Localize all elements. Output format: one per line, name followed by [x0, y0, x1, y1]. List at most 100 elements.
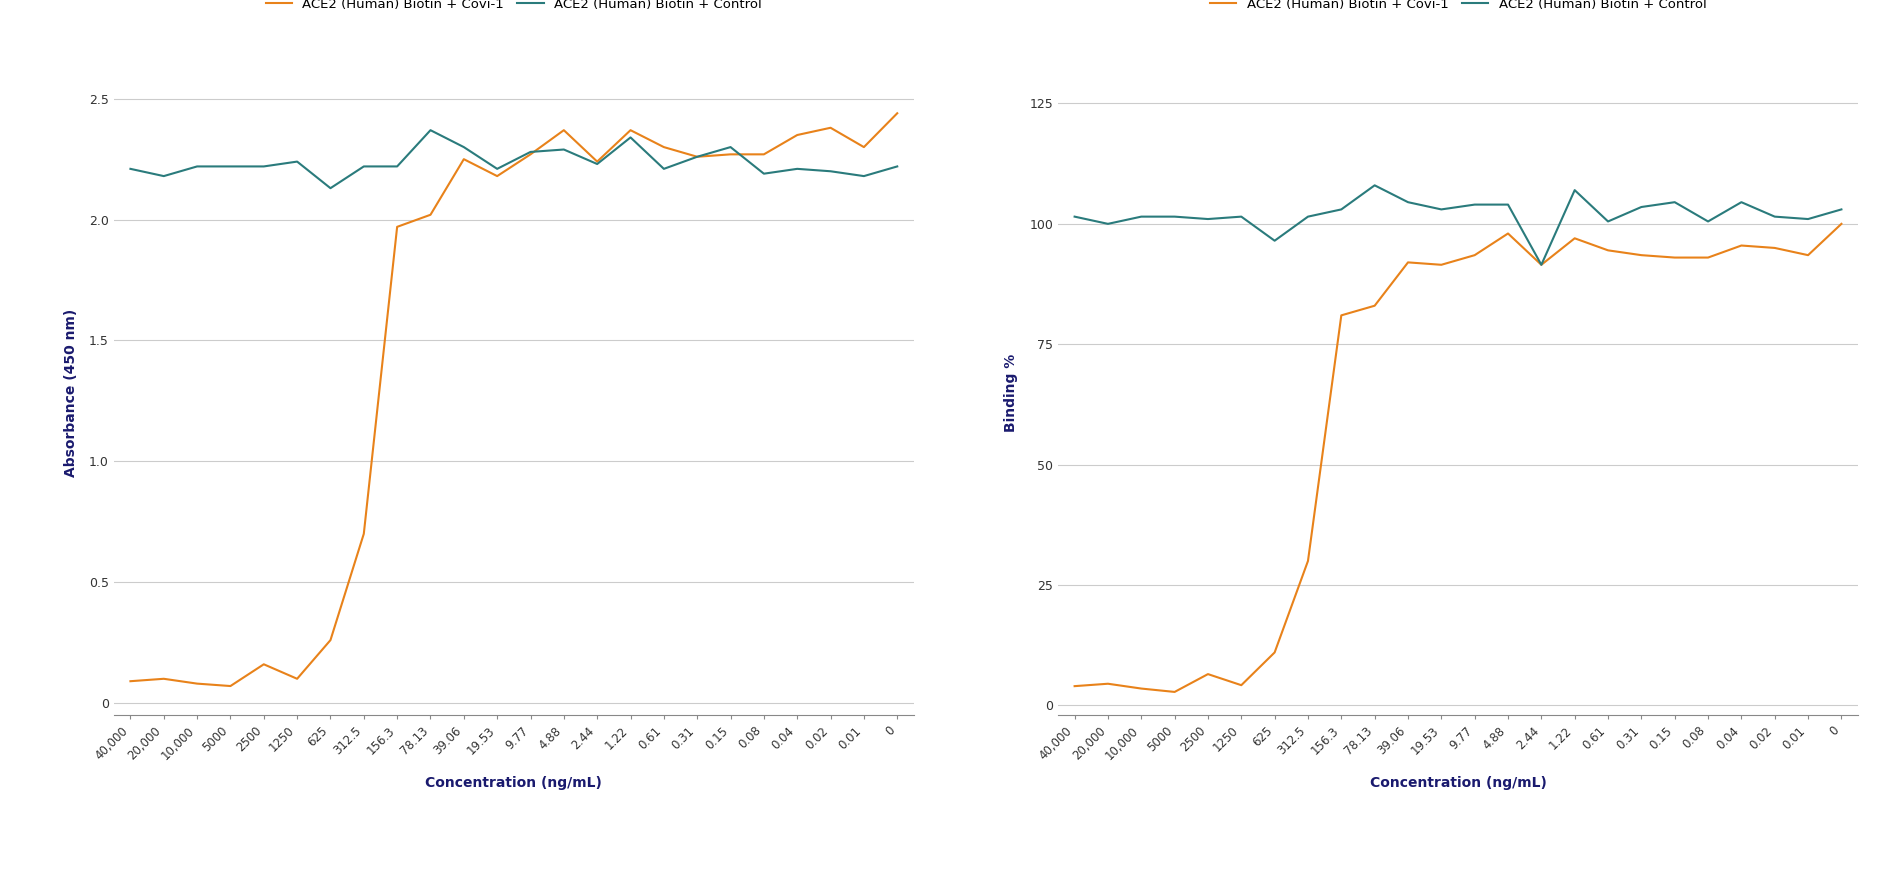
- Y-axis label: Binding %: Binding %: [1005, 353, 1018, 432]
- ACE2 (Human) Biotin + Control: [1329, 204, 1352, 215]
- ACE2 (Human) Biotin + Control: [186, 161, 209, 172]
- ACE2 (Human) Biotin + Control: [1663, 197, 1686, 208]
- ACE2 (Human) Biotin + Control: [152, 171, 174, 181]
- ACE2 (Human) Biotin + Control: [819, 166, 842, 176]
- ACE2 (Human) Biotin + Covi-1: [453, 154, 476, 165]
- ACE2 (Human) Biotin + Control: [785, 164, 808, 174]
- ACE2 (Human) Biotin + Covi-1: [1464, 250, 1486, 261]
- ACE2 (Human) Biotin + Control: [1397, 197, 1420, 208]
- ACE2 (Human) Biotin + Covi-1: [719, 149, 741, 160]
- Line: ACE2 (Human) Biotin + Covi-1: ACE2 (Human) Biotin + Covi-1: [131, 113, 897, 686]
- ACE2 (Human) Biotin + Covi-1: [1496, 228, 1519, 239]
- ACE2 (Human) Biotin + Control: [1130, 211, 1153, 221]
- X-axis label: Concentration (ng/mL): Concentration (ng/mL): [425, 776, 603, 790]
- ACE2 (Human) Biotin + Control: [286, 156, 309, 167]
- ACE2 (Human) Biotin + Covi-1: [353, 528, 375, 539]
- ACE2 (Human) Biotin + Covi-1: [319, 635, 341, 645]
- ACE2 (Human) Biotin + Covi-1: [1130, 684, 1153, 694]
- ACE2 (Human) Biotin + Control: [853, 171, 876, 181]
- ACE2 (Human) Biotin + Control: [753, 168, 775, 179]
- ACE2 (Human) Biotin + Control: [1096, 219, 1119, 229]
- ACE2 (Human) Biotin + Control: [1496, 200, 1519, 210]
- ACE2 (Human) Biotin + Control: [520, 146, 542, 157]
- ACE2 (Human) Biotin + Covi-1: [252, 659, 275, 670]
- ACE2 (Human) Biotin + Covi-1: [485, 171, 508, 181]
- ACE2 (Human) Biotin + Covi-1: [1763, 242, 1786, 253]
- ACE2 (Human) Biotin + Control: [1763, 211, 1786, 221]
- ACE2 (Human) Biotin + Control: [485, 164, 508, 174]
- ACE2 (Human) Biotin + Covi-1: [885, 108, 908, 119]
- ACE2 (Human) Biotin + Control: [1196, 214, 1219, 224]
- ACE2 (Human) Biotin + Control: [252, 161, 275, 172]
- ACE2 (Human) Biotin + Covi-1: [520, 149, 542, 160]
- ACE2 (Human) Biotin + Control: [1596, 216, 1619, 227]
- Y-axis label: Absorbance (450 nm): Absorbance (450 nm): [64, 309, 78, 476]
- ACE2 (Human) Biotin + Covi-1: [552, 125, 574, 135]
- ACE2 (Human) Biotin + Covi-1: [652, 142, 675, 153]
- Line: ACE2 (Human) Biotin + Control: ACE2 (Human) Biotin + Control: [131, 130, 897, 188]
- ACE2 (Human) Biotin + Control: [1430, 204, 1452, 215]
- ACE2 (Human) Biotin + Control: [552, 144, 574, 154]
- Legend: ACE2 (Human) Biotin + Covi-1, ACE2 (Human) Biotin + Control: ACE2 (Human) Biotin + Covi-1, ACE2 (Huma…: [1204, 0, 1712, 16]
- ACE2 (Human) Biotin + Covi-1: [1363, 301, 1386, 311]
- ACE2 (Human) Biotin + Covi-1: [1530, 260, 1553, 270]
- ACE2 (Human) Biotin + Control: [220, 161, 243, 172]
- ACE2 (Human) Biotin + Control: [1297, 211, 1320, 221]
- Legend: ACE2 (Human) Biotin + Covi-1, ACE2 (Human) Biotin + Control: ACE2 (Human) Biotin + Covi-1, ACE2 (Huma…: [260, 0, 768, 16]
- ACE2 (Human) Biotin + Covi-1: [1596, 245, 1619, 255]
- ACE2 (Human) Biotin + Control: [1564, 185, 1587, 195]
- ACE2 (Human) Biotin + Covi-1: [1564, 233, 1587, 243]
- ACE2 (Human) Biotin + Covi-1: [686, 152, 709, 162]
- ACE2 (Human) Biotin + Control: [1830, 204, 1852, 215]
- ACE2 (Human) Biotin + Control: [1464, 200, 1486, 210]
- ACE2 (Human) Biotin + Control: [652, 164, 675, 174]
- ACE2 (Human) Biotin + Control: [885, 161, 908, 172]
- ACE2 (Human) Biotin + Control: [586, 159, 609, 169]
- ACE2 (Human) Biotin + Covi-1: [1064, 681, 1086, 691]
- ACE2 (Human) Biotin + Covi-1: [186, 678, 209, 689]
- ACE2 (Human) Biotin + Control: [1263, 235, 1285, 246]
- ACE2 (Human) Biotin + Control: [1631, 201, 1653, 212]
- Line: ACE2 (Human) Biotin + Covi-1: ACE2 (Human) Biotin + Covi-1: [1075, 224, 1841, 691]
- ACE2 (Human) Biotin + Control: [1729, 197, 1752, 208]
- ACE2 (Human) Biotin + Covi-1: [853, 142, 876, 153]
- ACE2 (Human) Biotin + Covi-1: [1397, 257, 1420, 268]
- X-axis label: Concentration (ng/mL): Concentration (ng/mL): [1369, 776, 1547, 790]
- ACE2 (Human) Biotin + Covi-1: [1164, 686, 1187, 697]
- ACE2 (Human) Biotin + Covi-1: [119, 676, 142, 686]
- ACE2 (Human) Biotin + Covi-1: [1096, 678, 1119, 689]
- ACE2 (Human) Biotin + Control: [353, 161, 375, 172]
- ACE2 (Human) Biotin + Covi-1: [753, 149, 775, 160]
- Line: ACE2 (Human) Biotin + Control: ACE2 (Human) Biotin + Control: [1075, 186, 1841, 265]
- ACE2 (Human) Biotin + Control: [1363, 181, 1386, 191]
- ACE2 (Human) Biotin + Covi-1: [1631, 250, 1653, 261]
- ACE2 (Human) Biotin + Covi-1: [385, 221, 408, 232]
- ACE2 (Human) Biotin + Covi-1: [1729, 241, 1752, 251]
- ACE2 (Human) Biotin + Covi-1: [1297, 555, 1320, 566]
- ACE2 (Human) Biotin + Covi-1: [1663, 252, 1686, 262]
- ACE2 (Human) Biotin + Covi-1: [220, 681, 243, 691]
- ACE2 (Human) Biotin + Control: [419, 125, 442, 135]
- ACE2 (Human) Biotin + Control: [319, 183, 341, 194]
- ACE2 (Human) Biotin + Covi-1: [819, 123, 842, 133]
- ACE2 (Human) Biotin + Control: [1064, 211, 1086, 221]
- ACE2 (Human) Biotin + Covi-1: [620, 125, 643, 135]
- ACE2 (Human) Biotin + Covi-1: [1830, 219, 1852, 229]
- ACE2 (Human) Biotin + Covi-1: [1430, 260, 1452, 270]
- ACE2 (Human) Biotin + Control: [719, 142, 741, 153]
- ACE2 (Human) Biotin + Control: [1164, 211, 1187, 221]
- ACE2 (Human) Biotin + Covi-1: [1329, 310, 1352, 321]
- ACE2 (Human) Biotin + Control: [620, 133, 643, 143]
- ACE2 (Human) Biotin + Control: [686, 152, 709, 162]
- ACE2 (Human) Biotin + Covi-1: [152, 673, 174, 684]
- ACE2 (Human) Biotin + Covi-1: [1263, 647, 1285, 657]
- ACE2 (Human) Biotin + Covi-1: [785, 130, 808, 140]
- ACE2 (Human) Biotin + Control: [1697, 216, 1720, 227]
- ACE2 (Human) Biotin + Covi-1: [286, 673, 309, 684]
- ACE2 (Human) Biotin + Covi-1: [419, 209, 442, 220]
- ACE2 (Human) Biotin + Covi-1: [1196, 669, 1219, 679]
- ACE2 (Human) Biotin + Covi-1: [1697, 252, 1720, 262]
- ACE2 (Human) Biotin + Covi-1: [1231, 680, 1253, 691]
- ACE2 (Human) Biotin + Control: [119, 164, 142, 174]
- ACE2 (Human) Biotin + Covi-1: [1797, 250, 1820, 261]
